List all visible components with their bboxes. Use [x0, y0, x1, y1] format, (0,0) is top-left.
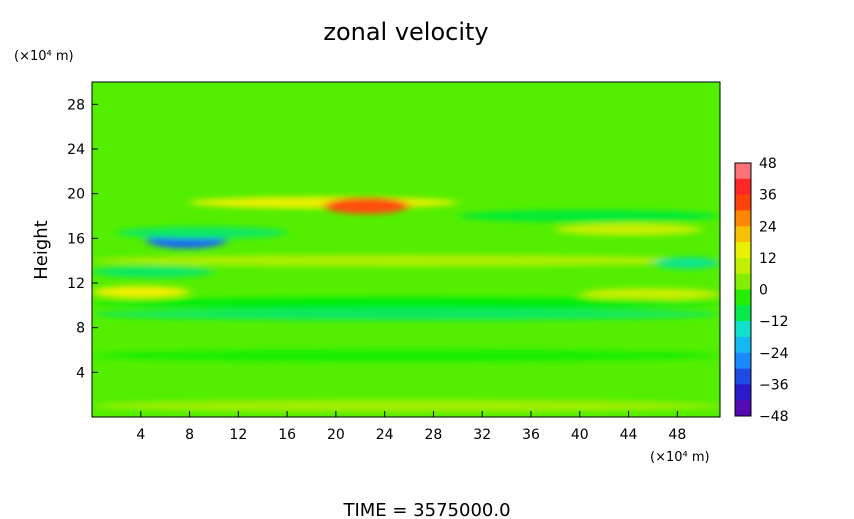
- colorbar-tick-label: −24: [759, 346, 789, 362]
- x-tick-label: 20: [327, 427, 345, 443]
- colorbar-swatch: [735, 226, 751, 243]
- y-axis-label: Height: [31, 220, 52, 280]
- x-tick-label: 36: [522, 427, 540, 443]
- plot-frame: [91, 81, 721, 418]
- y-tick-label: 20: [67, 187, 85, 203]
- colorbar: 48 36 24 12 0 −12 −24 −36 −48: [734, 156, 789, 425]
- colorbar-swatch: [735, 336, 751, 354]
- heatmap-band-12: [457, 210, 720, 222]
- colorbar-swatch: [735, 321, 751, 338]
- x-tick-label: 24: [376, 427, 394, 443]
- colorbar-swatch: [735, 257, 751, 274]
- heatmap-band-6: [92, 265, 214, 278]
- x-axis-unit: (×10⁴ m): [650, 450, 710, 465]
- time-footer: TIME = 3575000.0: [342, 500, 510, 519]
- x-tick-label: 8: [185, 427, 194, 443]
- colorbar-swatch: [735, 352, 751, 369]
- x-tick-label: 16: [278, 427, 296, 443]
- heatmap-band-13: [92, 399, 720, 412]
- colorbar-frame: [734, 162, 752, 417]
- x-tick-label: 4: [136, 427, 145, 443]
- colorbar-tick-label: 48: [759, 156, 777, 172]
- heatmap-band-10: [92, 297, 720, 310]
- x-tick-label: 48: [668, 427, 686, 443]
- y-tick-label: 12: [67, 276, 85, 292]
- colorbar-tick-label: −36: [759, 377, 789, 393]
- colorbar-swatch: [735, 305, 751, 322]
- heatmap-band-7: [652, 256, 720, 269]
- y-tick-label: 24: [67, 142, 85, 158]
- colorbar-swatch: [735, 384, 751, 401]
- x-axis-ticks: 4 8 12 16 20 24 28 32 36 40 44 48: [136, 411, 686, 443]
- heatmap-band-5: [92, 254, 720, 267]
- x-tick-label: 32: [473, 427, 491, 443]
- heatmap-background: [92, 82, 720, 417]
- y-tick-label: 28: [67, 97, 85, 113]
- heatmap-band-1: [323, 197, 410, 214]
- heatmap-band-4: [555, 223, 702, 236]
- colorbar-swatch: [735, 289, 751, 306]
- colorbar-tick-label: 0: [759, 283, 768, 299]
- colorbar-swatch: [735, 242, 751, 259]
- y-tick-label: 4: [76, 365, 85, 381]
- colorbar-tick-label: 12: [759, 251, 777, 267]
- heatmap-band-0: [189, 196, 458, 209]
- x-tick-label: 44: [620, 427, 638, 443]
- colorbar-tick-label: 36: [759, 188, 777, 204]
- colorbar-swatch: [735, 273, 751, 290]
- plot-area: [92, 82, 720, 417]
- colorbar-swatch: [735, 194, 751, 211]
- colorbar-swatch: [735, 400, 751, 417]
- heatmap-band-8: [92, 285, 190, 298]
- y-tick-label: 8: [76, 321, 85, 337]
- heatmap-band-11: [92, 308, 720, 321]
- heatmap-band-14: [92, 349, 720, 362]
- y-axis-unit: (×10⁴ m): [14, 49, 74, 64]
- x-tick-label: 40: [571, 427, 589, 443]
- colorbar-swatch: [735, 178, 751, 195]
- colorbar-tick-label: −12: [759, 314, 789, 330]
- heatmap-band-3: [116, 226, 288, 239]
- heatmap-band-9: [579, 288, 720, 301]
- colorbar-tick-label: −48: [759, 409, 789, 425]
- x-tick-label: 12: [229, 427, 247, 443]
- y-axis-ticks: 4 8 12 16 20 24 28: [67, 97, 98, 381]
- colorbar-swatch: [735, 163, 751, 180]
- chart-title: zonal velocity: [323, 18, 488, 46]
- colorbar-tick-label: 24: [759, 219, 777, 235]
- y-tick-label: 16: [67, 231, 85, 247]
- colorbar-swatch: [735, 368, 751, 385]
- colorbar-swatch: [735, 210, 751, 227]
- x-tick-label: 28: [425, 427, 443, 443]
